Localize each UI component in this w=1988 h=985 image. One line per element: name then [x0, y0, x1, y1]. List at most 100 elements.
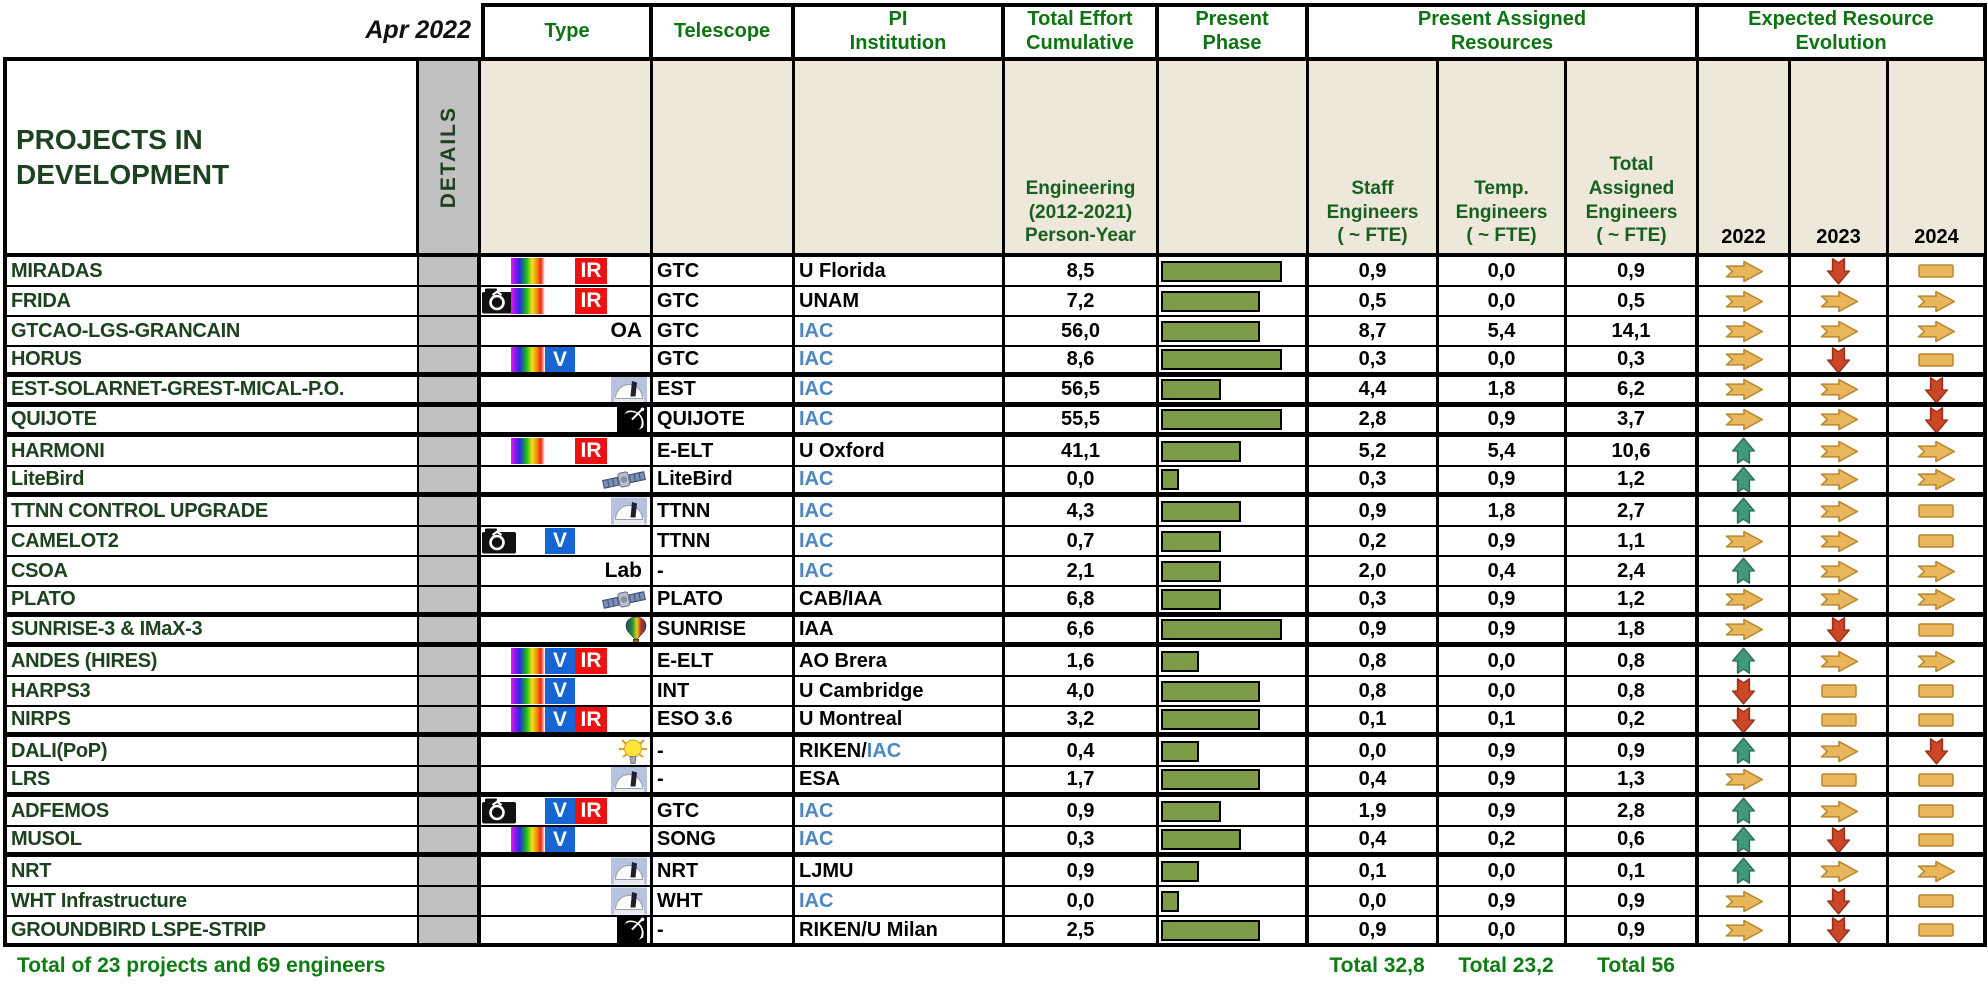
trend-flat-icon — [1820, 712, 1857, 727]
infrared-band-icon: IR — [575, 258, 607, 284]
trend-steady-icon — [1820, 500, 1858, 522]
staff-fte-value: 4,4 — [1309, 377, 1439, 407]
pi-segment: LJMU — [799, 859, 854, 882]
pi-institution-cell: IAC — [795, 827, 1005, 857]
evolution-2022-cell — [1699, 497, 1791, 527]
effort-value: 3,2 — [1005, 707, 1159, 737]
pi-segment: IAC — [799, 529, 834, 552]
temp-fte-value: 0,1 — [1439, 707, 1567, 737]
present-phase-cell — [1159, 917, 1309, 947]
trend-flat-icon — [1820, 772, 1857, 787]
present-phase-cell — [1159, 707, 1309, 737]
trend-steady-icon — [1820, 320, 1858, 342]
visible-band-icon: V — [545, 347, 575, 372]
total-fte-value: 0,9 — [1567, 887, 1699, 917]
details-cell — [419, 857, 481, 887]
camera-icon — [482, 288, 516, 314]
details-cell — [419, 917, 481, 947]
project-name: CAMELOT2 — [3, 527, 419, 557]
details-cell — [419, 377, 481, 407]
spectrum-rainbow-icon — [511, 827, 545, 852]
phase-progress-bar — [1161, 560, 1221, 582]
trend-increase-icon — [1731, 647, 1756, 674]
total-fte-value: 14,1 — [1567, 317, 1699, 347]
evolution-2022-cell — [1699, 677, 1791, 707]
evolution-2023-cell — [1791, 407, 1889, 437]
effort-value: 0,9 — [1005, 797, 1159, 827]
temp-fte-value: 5,4 — [1439, 437, 1567, 467]
pi-header-spacer — [795, 61, 1005, 257]
trend-increase-icon — [1731, 737, 1756, 764]
present-phase-cell — [1159, 737, 1309, 767]
project-name: EST-SOLARNET-GREST-MICAL-P.O. — [3, 377, 419, 407]
stratospheric-balloon-icon — [625, 617, 647, 642]
trend-steady-icon — [1820, 440, 1858, 462]
phase-progress-bar — [1161, 349, 1283, 370]
pi-segment: IAC — [799, 559, 834, 582]
project-name: NIRPS — [3, 707, 419, 737]
phase-progress-bar — [1161, 260, 1283, 282]
present-phase-cell — [1159, 497, 1309, 527]
trend-steady-icon — [1820, 650, 1858, 672]
present-phase-cell — [1159, 557, 1309, 587]
staff-fte-value: 2,8 — [1309, 407, 1439, 437]
pi-segment: IAC — [799, 408, 834, 430]
trend-steady-icon — [1917, 440, 1956, 462]
telescope-dome-icon — [611, 497, 647, 525]
present-phase-cell — [1159, 857, 1309, 887]
details-cell — [419, 257, 481, 287]
present-phase-cell — [1159, 467, 1309, 497]
phase-progress-bar — [1161, 709, 1261, 730]
page-title-cell: PROJECTS IN DEVELOPMENT — [3, 61, 419, 257]
effort-value: 0,4 — [1005, 737, 1159, 767]
col-group-resource-evolution: Expected Resource Evolution — [1699, 3, 1987, 61]
type-cell — [481, 887, 653, 917]
temp-fte-value: 1,8 — [1439, 497, 1567, 527]
telescope-cell: PLATO — [653, 587, 795, 617]
staff-fte-value: 2,0 — [1309, 557, 1439, 587]
pi-segment: U Oxford — [799, 439, 885, 462]
trend-steady-icon — [1917, 650, 1956, 672]
trend-steady-icon — [1820, 860, 1858, 882]
telescope-cell: QUIJOTE — [653, 407, 795, 437]
type-cell — [481, 917, 653, 947]
trend-flat-icon — [1820, 684, 1857, 698]
details-cell — [419, 797, 481, 827]
temp-fte-value: 0,0 — [1439, 287, 1567, 317]
staff-fte-value: 5,2 — [1309, 437, 1439, 467]
effort-value: 8,5 — [1005, 257, 1159, 287]
temp-fte-value: 0,9 — [1439, 407, 1567, 437]
project-name: HARMONI — [3, 437, 419, 467]
total-fte-value: 3,7 — [1567, 407, 1699, 437]
trend-increase-icon — [1731, 557, 1756, 584]
total-fte-value: 1,2 — [1567, 587, 1699, 617]
report-date: Apr 2022 — [3, 3, 481, 61]
evolution-2023-cell — [1791, 557, 1889, 587]
type-cell — [481, 377, 653, 407]
project-name: HARPS3 — [3, 677, 419, 707]
idea-bulb-icon — [615, 737, 647, 765]
evolution-2024-cell — [1889, 677, 1987, 707]
telescope-cell: - — [653, 737, 795, 767]
total-fte-value: 0,9 — [1567, 737, 1699, 767]
trend-steady-icon — [1917, 468, 1956, 491]
project-name: LiteBird — [3, 467, 419, 497]
infrared-band-icon: IR — [575, 707, 607, 732]
pi-segment: RIKEN/U Milan — [799, 918, 938, 941]
evolution-2022-cell — [1699, 407, 1791, 437]
phase-progress-bar — [1161, 619, 1283, 640]
adaptive-optics-label: OA — [610, 319, 643, 342]
evolution-2022-cell — [1699, 587, 1791, 617]
trend-flat-icon — [1918, 804, 1954, 818]
total-fte-value: 0,1 — [1567, 857, 1699, 887]
project-name: ADFEMOS — [3, 797, 419, 827]
details-cell — [419, 467, 481, 497]
present-phase-cell — [1159, 287, 1309, 317]
type-cell: V IR — [481, 647, 653, 677]
type-cell — [481, 767, 653, 797]
effort-value: 0,0 — [1005, 467, 1159, 497]
project-name: GTCAO-LGS-GRANCAIN — [3, 317, 419, 347]
evolution-2022-cell — [1699, 857, 1791, 887]
staff-fte-value: 0,0 — [1309, 737, 1439, 767]
trend-increase-icon — [1731, 437, 1756, 464]
